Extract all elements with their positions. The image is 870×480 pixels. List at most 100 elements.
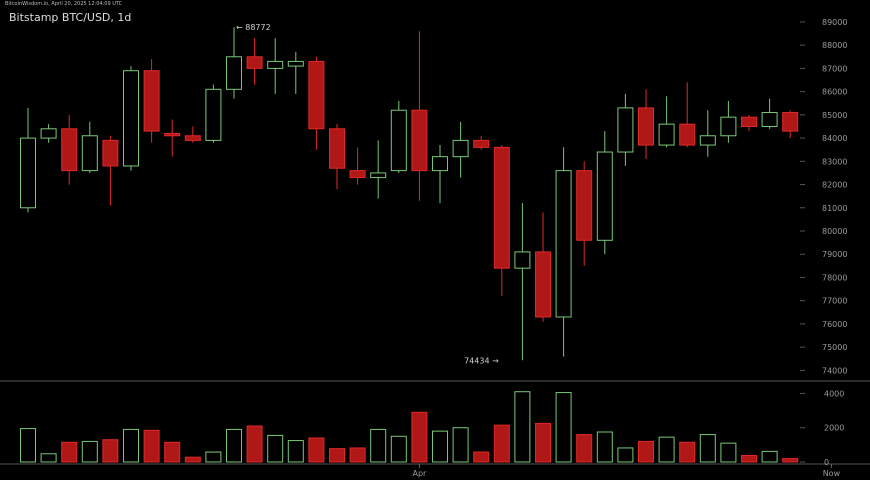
candle-body (226, 56, 242, 90)
price-tick-label: 76000 (822, 320, 847, 329)
price-tick-label: 78000 (822, 273, 847, 282)
candle-body (164, 132, 181, 137)
time-tick-label: Now (823, 469, 841, 478)
volume-bar (658, 436, 675, 463)
volume-bar (555, 392, 572, 463)
volume-bar (226, 428, 242, 463)
price-tick-label: 84000 (822, 134, 847, 143)
chart-title: Bitstamp BTC/USD, 1d (9, 11, 132, 24)
price-tick-label: 77000 (822, 297, 847, 306)
candle-body (143, 70, 160, 132)
candle-body (123, 70, 139, 167)
candle-body (411, 109, 428, 172)
candle-body (20, 137, 36, 209)
header-timestamp: BitcoinWisdom.io, April 20, 2025 12:04:0… (5, 1, 123, 7)
volume-bar (432, 430, 448, 463)
volume-tick-label: 4000 (824, 389, 844, 398)
volume-bar (761, 450, 778, 463)
time-tick-label: Apr (412, 469, 427, 478)
volume-bar (720, 442, 737, 463)
candle-body (473, 139, 490, 148)
candle-body (617, 107, 634, 153)
volume-bar (535, 422, 551, 463)
volume-bar (61, 441, 78, 463)
candle-body (432, 156, 448, 172)
candle-body (638, 107, 654, 146)
price-tick-label: 79000 (822, 250, 847, 259)
volume-bar (164, 441, 181, 463)
candle-body (679, 123, 696, 146)
volume-bar (287, 440, 304, 463)
candle-body (246, 56, 263, 69)
volume-bar (576, 434, 593, 463)
volume-bar (452, 427, 469, 463)
candle-body (699, 135, 716, 146)
volume-bar (370, 428, 387, 463)
high-price-annotation: ← 88772 (236, 23, 271, 32)
volume-bar (596, 431, 613, 463)
candle-body (61, 128, 78, 172)
candle-body (329, 128, 345, 169)
candle-body (535, 251, 551, 318)
volume-bar (473, 451, 490, 463)
candle-body (555, 170, 572, 318)
volume-tick-label: 2000 (824, 424, 844, 433)
candle-body (741, 116, 757, 127)
candle-body (267, 60, 284, 69)
price-tick-label: 81000 (822, 204, 847, 213)
price-tick-label: 85000 (822, 111, 847, 120)
price-tick-label: 83000 (822, 157, 847, 166)
volume-bar (184, 456, 201, 463)
price-tick-label: 87000 (822, 64, 847, 73)
price-tick-label: 75000 (822, 343, 847, 352)
volume-bar (349, 447, 366, 463)
volume-bar (102, 439, 119, 463)
candle-body (596, 151, 613, 241)
volume-bar (20, 428, 36, 463)
volume-bar (308, 437, 325, 463)
volume-bar (493, 424, 510, 463)
price-tick-label: 88000 (822, 41, 847, 50)
volume-bar (782, 458, 799, 463)
volume-bar (40, 453, 57, 463)
volume-bar (699, 434, 716, 463)
volume-bar (679, 441, 696, 463)
volume-bar (741, 454, 757, 463)
volume-bar (143, 429, 160, 463)
candle-body (349, 170, 366, 179)
candle-body (184, 135, 201, 141)
volume-bar (411, 411, 428, 463)
volume-bar (638, 440, 654, 463)
candle-body (390, 109, 407, 172)
price-tick-label: 82000 (822, 181, 847, 190)
volume-bar (329, 448, 345, 463)
volume-bar (123, 428, 139, 463)
candle-body (287, 60, 304, 67)
candle-body (493, 146, 510, 269)
volume-bar (390, 435, 407, 463)
candle-body (205, 88, 222, 141)
candle-body (308, 60, 325, 130)
price-tick-label: 80000 (822, 227, 847, 236)
volume-tick-label: 0 (824, 458, 829, 467)
candle-body (370, 172, 387, 179)
candle-body (40, 128, 57, 139)
price-tick-label: 86000 (822, 88, 847, 97)
volume-bar (617, 447, 634, 463)
volume-bar (514, 391, 531, 463)
volume-bar (81, 440, 98, 463)
candle-body (782, 112, 799, 132)
candle-body (514, 251, 531, 269)
candle-body (761, 112, 778, 127)
low-price-annotation: 74434 → (464, 356, 499, 365)
candle-body (102, 139, 119, 167)
candle-body (81, 135, 98, 172)
volume-bar (205, 451, 222, 463)
candle-body (720, 116, 737, 137)
price-tick-label: 74000 (822, 366, 847, 375)
candle-body (452, 139, 469, 158)
price-tick-label: 89000 (822, 18, 847, 27)
volume-bar (246, 425, 263, 463)
